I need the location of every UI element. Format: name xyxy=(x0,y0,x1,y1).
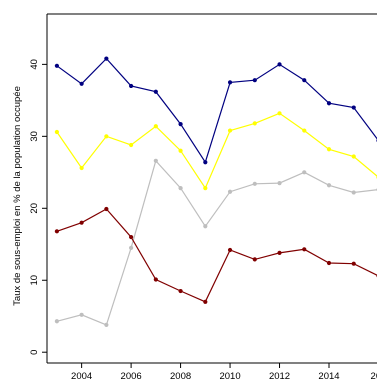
data-point xyxy=(129,142,134,148)
data-point xyxy=(351,154,356,159)
data-point xyxy=(178,121,183,127)
data-point xyxy=(178,186,183,191)
series-line xyxy=(56,159,377,326)
x-tick-label: 2012 xyxy=(269,371,290,382)
data-point xyxy=(129,245,134,250)
series-2 xyxy=(54,111,377,191)
data-point xyxy=(277,111,282,116)
x-tick-label: 2004 xyxy=(71,371,92,382)
data-point xyxy=(302,247,307,252)
data-point xyxy=(79,220,84,225)
series-group xyxy=(54,56,377,327)
y-axis: 0 10 20 30 40 xyxy=(29,59,47,355)
data-point xyxy=(153,124,158,129)
y-tick-label: 30 xyxy=(29,131,40,142)
data-point xyxy=(302,78,307,83)
data-point xyxy=(203,160,208,165)
data-point xyxy=(104,56,109,61)
series-4 xyxy=(54,206,377,304)
data-point xyxy=(302,170,307,175)
data-point xyxy=(104,206,109,212)
y-tick-label: 10 xyxy=(29,275,40,286)
data-point xyxy=(252,181,257,186)
data-point xyxy=(79,81,84,86)
data-point xyxy=(153,158,158,163)
data-point xyxy=(252,121,257,126)
data-point xyxy=(302,128,307,133)
data-point xyxy=(178,288,183,294)
x-tick-label: 201 xyxy=(371,371,377,382)
data-point xyxy=(79,165,84,171)
data-point xyxy=(326,101,332,106)
data-point xyxy=(351,190,356,195)
x-tick-label: 2014 xyxy=(318,371,339,382)
data-point xyxy=(129,83,134,89)
data-point xyxy=(54,229,59,234)
data-point xyxy=(326,183,332,188)
data-point xyxy=(277,62,282,67)
y-tick-label: 0 xyxy=(29,350,40,355)
data-point xyxy=(252,257,257,262)
data-point xyxy=(227,189,233,194)
data-point xyxy=(203,299,208,304)
data-point xyxy=(351,105,356,110)
y-tick-label: 40 xyxy=(29,59,40,70)
series-line xyxy=(56,208,377,303)
series-line xyxy=(56,57,377,164)
data-point xyxy=(54,319,59,324)
data-point xyxy=(227,80,233,85)
data-point xyxy=(277,181,282,186)
data-point xyxy=(203,224,208,229)
data-point xyxy=(326,147,332,152)
y-axis-title: Taux de sous-emploi en % de la populatio… xyxy=(12,86,23,306)
x-tick-label: 2010 xyxy=(219,371,240,382)
x-tick-label: 2006 xyxy=(121,371,142,382)
plot-frame xyxy=(46,13,377,364)
y-tick-label: 20 xyxy=(29,203,40,214)
x-axis: 2004 2006 2008 2010 2012 2014 201 xyxy=(71,363,377,382)
data-point xyxy=(178,148,183,153)
data-point xyxy=(79,312,84,317)
data-point xyxy=(227,247,233,253)
data-point xyxy=(252,78,257,83)
data-point xyxy=(326,260,332,266)
data-point xyxy=(277,250,282,256)
series-line xyxy=(56,112,377,190)
data-point xyxy=(104,322,109,327)
series-3 xyxy=(54,158,377,327)
series-1 xyxy=(54,56,377,165)
data-point xyxy=(203,186,208,191)
data-point xyxy=(351,261,356,266)
data-point xyxy=(54,129,59,135)
x-tick-label: 2008 xyxy=(170,371,191,382)
data-point xyxy=(227,128,233,133)
data-point xyxy=(54,63,59,68)
data-point xyxy=(153,89,158,94)
data-point xyxy=(129,234,134,240)
data-point xyxy=(153,277,158,282)
data-point xyxy=(104,134,109,139)
